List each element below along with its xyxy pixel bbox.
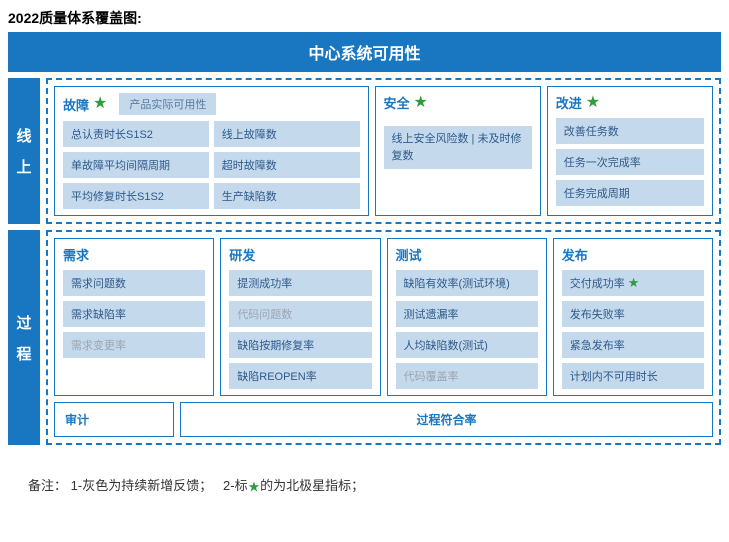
audit-title: 审计 <box>54 402 174 437</box>
requirement-title: 需求 <box>63 245 89 264</box>
metric-item: 总认责时长S1S2 <box>63 121 209 147</box>
metric-item: 生产缺陷数 <box>214 183 360 209</box>
online-row: 线 上 故障 ★ 产品实际可用性 总认责时长S1S2 线上故障数 单故障平均间隔… <box>8 78 721 224</box>
metric-item: 交付成功率★ <box>562 270 704 296</box>
metric-item: 任务一次完成率 <box>556 149 704 175</box>
metric-item: 提测成功率 <box>229 270 371 296</box>
fault-title: 故障 <box>63 95 89 114</box>
metric-item: 人均缺陷数(测试) <box>396 332 538 358</box>
metric-item: 代码问题数 <box>229 301 371 327</box>
metric-item: 线上安全风险数 | 未及时修复数 <box>384 126 532 169</box>
star-icon: ★ <box>248 479 261 495</box>
fault-subtitle: 产品实际可用性 <box>119 93 216 115</box>
metric-item: 改善任务数 <box>556 118 704 144</box>
metric-item: 线上故障数 <box>214 121 360 147</box>
process-row: 过 程 需求 需求问题数 需求缺陷率 需求变更率 研发 提测成功率 代码问题数 … <box>8 230 721 445</box>
improve-title: 改进 <box>556 93 582 112</box>
star-icon: ★ <box>414 95 428 111</box>
metric-item: 代码覆盖率 <box>396 363 538 389</box>
dev-box: 研发 提测成功率 代码问题数 缺陷按期修复率 缺陷REOPEN率 <box>220 238 380 396</box>
banner-title: 中心系统可用性 <box>8 32 721 72</box>
side-label-online: 线 上 <box>8 78 40 224</box>
metric-item: 缺陷REOPEN率 <box>229 363 371 389</box>
online-container: 故障 ★ 产品实际可用性 总认责时长S1S2 线上故障数 单故障平均间隔周期 超… <box>46 78 721 224</box>
star-icon: ★ <box>628 275 640 291</box>
dev-title: 研发 <box>229 245 255 264</box>
side-label-process: 过 程 <box>8 230 40 445</box>
improve-box: 改进 ★ 改善任务数 任务一次完成率 任务完成周期 <box>547 86 713 216</box>
audit-row: 审计 过程符合率 <box>54 402 713 437</box>
footnote: 备注： 1-灰色为持续新增反馈； 2-标★的为北极星指标； <box>8 475 721 494</box>
requirement-box: 需求 需求问题数 需求缺陷率 需求变更率 <box>54 238 214 396</box>
metric-item: 计划内不可用时长 <box>562 363 704 389</box>
security-title: 安全 <box>384 93 410 112</box>
page-title: 2022质量体系覆盖图: <box>8 8 721 28</box>
test-box: 测试 缺陷有效率(测试环境) 测试遗漏率 人均缺陷数(测试) 代码覆盖率 <box>387 238 547 396</box>
metric-item: 缺陷有效率(测试环境) <box>396 270 538 296</box>
test-title: 测试 <box>396 245 422 264</box>
audit-metric: 过程符合率 <box>180 402 713 437</box>
metric-item: 需求缺陷率 <box>63 301 205 327</box>
metric-item: 紧急发布率 <box>562 332 704 358</box>
release-title: 发布 <box>562 245 588 264</box>
process-container: 需求 需求问题数 需求缺陷率 需求变更率 研发 提测成功率 代码问题数 缺陷按期… <box>46 230 721 445</box>
fault-metrics: 总认责时长S1S2 线上故障数 单故障平均间隔周期 超时故障数 平均修复时长S1… <box>63 121 360 209</box>
fault-box: 故障 ★ 产品实际可用性 总认责时长S1S2 线上故障数 单故障平均间隔周期 超… <box>54 86 369 216</box>
star-icon: ★ <box>586 95 600 111</box>
security-box: 安全 ★ 线上安全风险数 | 未及时修复数 <box>375 86 541 216</box>
metric-item: 超时故障数 <box>214 152 360 178</box>
metric-item: 发布失败率 <box>562 301 704 327</box>
metric-item: 测试遗漏率 <box>396 301 538 327</box>
metric-item: 平均修复时长S1S2 <box>63 183 209 209</box>
metric-item: 单故障平均间隔周期 <box>63 152 209 178</box>
metric-item: 缺陷按期修复率 <box>229 332 371 358</box>
star-icon: ★ <box>93 96 107 112</box>
metric-item: 需求问题数 <box>63 270 205 296</box>
metric-item: 任务完成周期 <box>556 180 704 206</box>
release-box: 发布 交付成功率★ 发布失败率 紧急发布率 计划内不可用时长 <box>553 238 713 396</box>
metric-item: 需求变更率 <box>63 332 205 358</box>
